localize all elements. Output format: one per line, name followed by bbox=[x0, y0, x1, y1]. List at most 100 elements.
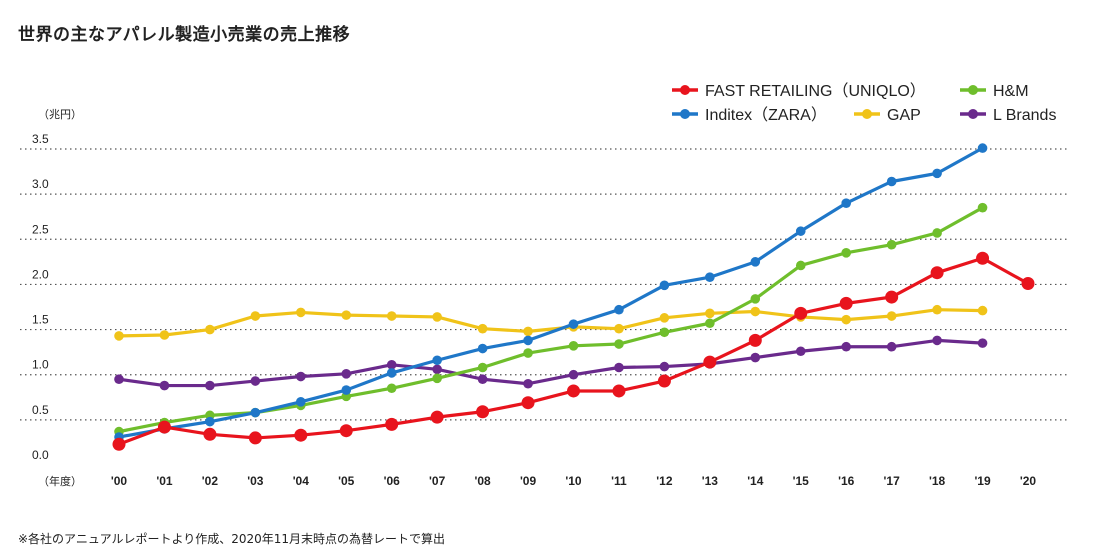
x-tick-label: '08 bbox=[474, 474, 491, 488]
data-point bbox=[159, 380, 170, 391]
data-point bbox=[386, 383, 397, 394]
data-point bbox=[612, 384, 626, 398]
series-group bbox=[112, 143, 1035, 451]
x-tick-label: '01 bbox=[156, 474, 173, 488]
data-point bbox=[839, 296, 853, 310]
x-tick-label: '20 bbox=[1020, 474, 1037, 488]
data-point bbox=[432, 312, 442, 322]
data-point bbox=[296, 371, 306, 382]
x-tick-label: '13 bbox=[702, 474, 719, 488]
data-point bbox=[1021, 277, 1035, 291]
legend: FAST RETAILING（UNIQLO） H&M Inditex（ZARA） GA… bbox=[672, 82, 1056, 124]
y-tick-label: 0.5 bbox=[32, 403, 49, 417]
data-point bbox=[885, 290, 899, 304]
data-point bbox=[659, 361, 670, 372]
data-point bbox=[250, 407, 261, 418]
data-point bbox=[932, 304, 942, 315]
footnote: ※各社のアニュアルレポートより作成、2020年11月末時点の為替レートで算出 bbox=[18, 532, 446, 546]
data-point bbox=[341, 310, 352, 320]
x-tick-label: '14 bbox=[747, 474, 764, 488]
data-point bbox=[521, 396, 535, 410]
legend-label: H&M bbox=[993, 83, 1029, 100]
series-line bbox=[118, 146, 984, 439]
data-point bbox=[567, 384, 580, 398]
data-point bbox=[568, 369, 579, 380]
legend-label: FAST RETAILING（UNIQLO） bbox=[705, 82, 926, 100]
data-point bbox=[296, 307, 306, 318]
data-point bbox=[430, 410, 444, 424]
x-tick-label: '04 bbox=[293, 474, 310, 488]
y-tick-label: 0.0 bbox=[32, 448, 49, 462]
data-point bbox=[841, 314, 851, 325]
data-point bbox=[795, 346, 806, 357]
x-tick-label: '03 bbox=[247, 474, 264, 488]
chart-title: 世界の主なアパレル製造小売業の売上推移 bbox=[18, 25, 351, 45]
data-point bbox=[114, 331, 124, 341]
data-point bbox=[523, 335, 533, 346]
y-axis-ticks: 0.0 0.5 1.0 1.5 2.0 2.5 3.0 3.5 bbox=[32, 132, 49, 462]
data-point bbox=[932, 335, 942, 346]
data-point bbox=[886, 341, 897, 352]
legend-item: FAST RETAILING（UNIQLO） bbox=[672, 82, 926, 100]
data-point bbox=[795, 226, 806, 236]
data-point bbox=[976, 251, 990, 265]
data-point bbox=[250, 376, 261, 386]
data-point bbox=[205, 324, 215, 335]
data-point bbox=[205, 380, 215, 391]
data-point bbox=[614, 362, 624, 373]
series-4 bbox=[114, 335, 988, 391]
y-tick-label: 2.5 bbox=[32, 222, 49, 236]
data-point bbox=[977, 338, 988, 348]
series-line bbox=[118, 338, 983, 388]
legend-label: GAP bbox=[887, 107, 921, 124]
data-point bbox=[203, 427, 217, 441]
data-point bbox=[205, 416, 215, 427]
x-tick-label: '10 bbox=[565, 474, 582, 488]
data-point bbox=[114, 374, 124, 385]
y-tick-label: 3.5 bbox=[32, 132, 49, 146]
data-point bbox=[614, 323, 624, 334]
legend-swatch-marker bbox=[968, 85, 978, 95]
legend-swatch-marker bbox=[680, 85, 690, 95]
data-point bbox=[568, 341, 579, 351]
data-point bbox=[659, 313, 670, 323]
data-point bbox=[977, 143, 988, 153]
x-tick-label: '15 bbox=[793, 474, 810, 488]
data-point bbox=[659, 327, 670, 338]
data-point bbox=[886, 239, 897, 250]
y-tick-label: 1.0 bbox=[32, 358, 49, 372]
x-tick-label: '18 bbox=[929, 474, 946, 488]
legend-item: GAP bbox=[854, 107, 921, 124]
y-tick-label: 2.0 bbox=[32, 267, 49, 281]
legend-item: L Brands bbox=[960, 107, 1056, 124]
data-point bbox=[386, 368, 397, 378]
data-point bbox=[657, 374, 671, 388]
series-2 bbox=[114, 143, 988, 442]
x-tick-label: '11 bbox=[611, 474, 627, 488]
series-0 bbox=[112, 251, 1035, 451]
legend-label: L Brands bbox=[993, 107, 1056, 124]
data-point bbox=[523, 378, 533, 389]
data-point bbox=[432, 364, 442, 375]
data-point bbox=[614, 339, 624, 349]
y-axis-unit: （兆円） bbox=[38, 108, 82, 121]
data-point bbox=[977, 202, 988, 213]
data-point bbox=[341, 369, 352, 379]
data-point bbox=[296, 397, 306, 407]
data-point bbox=[841, 248, 851, 258]
data-point bbox=[477, 323, 488, 334]
legend-swatch-marker bbox=[862, 109, 872, 119]
data-point bbox=[705, 308, 715, 319]
data-point bbox=[703, 355, 717, 369]
data-point bbox=[750, 294, 761, 304]
legend-swatch-marker bbox=[968, 109, 978, 119]
data-point bbox=[750, 352, 761, 363]
data-point bbox=[886, 176, 897, 187]
data-point bbox=[339, 424, 353, 438]
data-point bbox=[523, 326, 533, 337]
legend-label: Inditex（ZARA） bbox=[705, 106, 827, 124]
data-point bbox=[614, 304, 624, 315]
x-tick-label: '09 bbox=[520, 474, 537, 488]
data-point bbox=[432, 355, 442, 366]
x-tick-label: '07 bbox=[429, 474, 446, 488]
